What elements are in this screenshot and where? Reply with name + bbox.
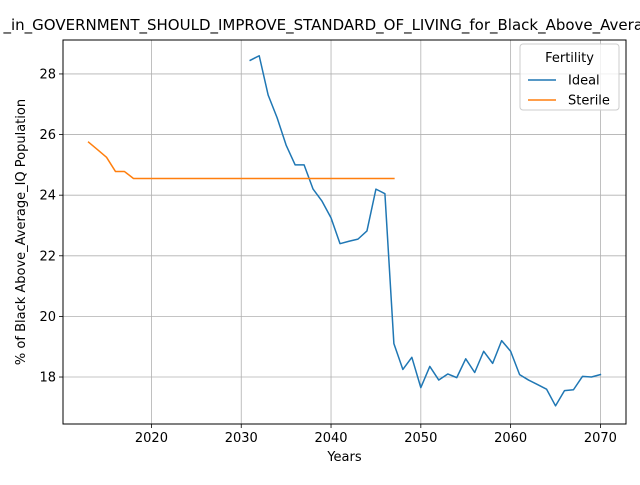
x-tick-label: 2070	[584, 431, 617, 446]
x-tick-label: 2050	[404, 431, 437, 446]
y-tick-label: 22	[39, 249, 56, 264]
y-tick-label: 24	[39, 189, 56, 204]
x-tick-label: 2040	[314, 431, 347, 446]
y-tick-label: 18	[39, 371, 56, 386]
legend: Fertility Ideal Sterile	[520, 44, 619, 110]
y-tick-label: 28	[39, 67, 56, 82]
legend-label-ideal: Ideal	[568, 74, 600, 89]
legend-title: Fertility	[545, 51, 594, 66]
x-axis-label: Years	[326, 450, 362, 465]
y-tick-label: 20	[39, 310, 56, 325]
x-tick-label: 2020	[135, 431, 168, 446]
x-tick-label: 2060	[494, 431, 527, 446]
chart-title: _in_GOVERNMENT_SHOULD_IMPROVE_STANDARD_O…	[2, 16, 640, 35]
y-tick-label: 26	[39, 128, 56, 143]
y-axis-label: % of Black Above_Average_IQ Population	[14, 99, 29, 365]
legend-label-sterile: Sterile	[568, 94, 610, 109]
x-tick-label: 2030	[225, 431, 258, 446]
